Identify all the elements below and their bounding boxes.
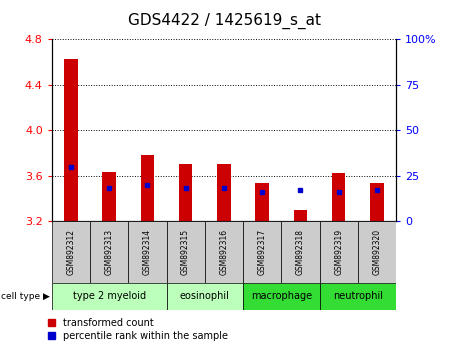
Text: cell type ▶: cell type ▶ bbox=[0, 292, 50, 301]
Bar bbox=[320, 221, 358, 283]
Text: GSM892313: GSM892313 bbox=[104, 229, 113, 275]
Bar bbox=[281, 221, 320, 283]
Text: GSM892316: GSM892316 bbox=[220, 229, 228, 275]
Text: GSM892318: GSM892318 bbox=[296, 229, 305, 275]
Bar bbox=[179, 164, 192, 221]
Text: eosinophil: eosinophil bbox=[180, 291, 230, 302]
Bar bbox=[370, 183, 383, 221]
Bar bbox=[166, 221, 205, 283]
Bar bbox=[358, 221, 396, 283]
Bar bbox=[166, 283, 243, 310]
Bar bbox=[217, 164, 230, 221]
Text: GSM892317: GSM892317 bbox=[257, 229, 266, 275]
Text: neutrophil: neutrophil bbox=[333, 291, 383, 302]
Bar bbox=[243, 221, 281, 283]
Bar bbox=[90, 221, 128, 283]
Text: GSM892314: GSM892314 bbox=[143, 229, 152, 275]
Bar bbox=[294, 210, 307, 221]
Bar bbox=[205, 221, 243, 283]
Bar bbox=[256, 183, 269, 221]
Bar bbox=[320, 283, 396, 310]
Bar bbox=[52, 283, 166, 310]
Legend: transformed count, percentile rank within the sample: transformed count, percentile rank withi… bbox=[48, 318, 228, 341]
Text: macrophage: macrophage bbox=[251, 291, 312, 302]
Text: GSM892319: GSM892319 bbox=[334, 229, 343, 275]
Bar bbox=[128, 221, 166, 283]
Text: GSM892312: GSM892312 bbox=[67, 229, 76, 275]
Bar bbox=[52, 221, 90, 283]
Text: GSM892320: GSM892320 bbox=[373, 229, 382, 275]
Bar bbox=[64, 59, 77, 221]
Text: GDS4422 / 1425619_s_at: GDS4422 / 1425619_s_at bbox=[129, 12, 321, 29]
Text: type 2 myeloid: type 2 myeloid bbox=[72, 291, 146, 302]
Bar bbox=[332, 173, 345, 221]
Bar bbox=[243, 283, 320, 310]
Bar bbox=[141, 155, 154, 221]
Bar bbox=[103, 172, 116, 221]
Text: GSM892315: GSM892315 bbox=[181, 229, 190, 275]
